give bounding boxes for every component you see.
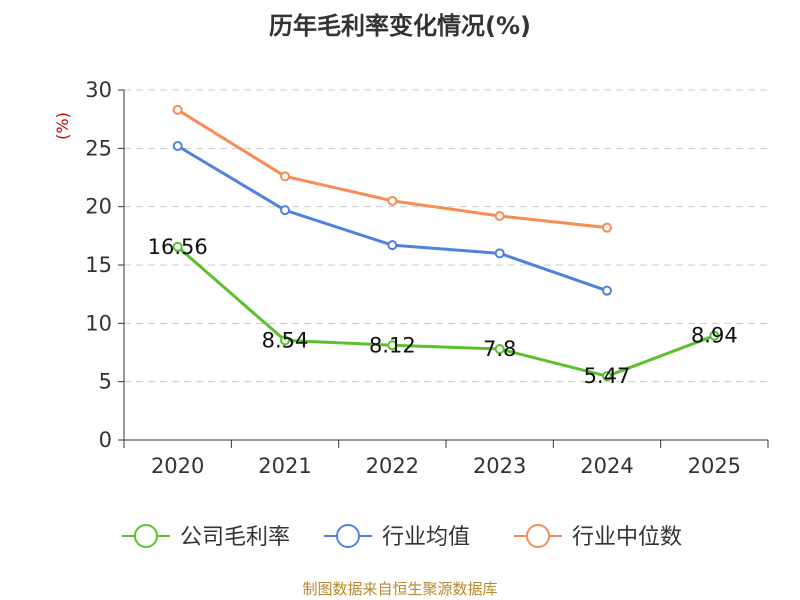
data-point	[280, 171, 290, 182]
y-tick-label: 0	[99, 428, 112, 452]
data-point	[494, 211, 505, 221]
x-tick-label: 2021	[258, 454, 311, 478]
y-tick-label: 5	[99, 370, 112, 394]
data-label: 7.8	[483, 337, 516, 361]
data-point	[494, 344, 505, 354]
data-labels: 16.56 8.54 8.12 7.8 5.47 8.94	[148, 235, 738, 388]
x-tick-label: 2025	[688, 454, 741, 478]
y-axis-unit-label: (%)	[53, 112, 72, 140]
legend-label-1: 行业均值	[382, 525, 470, 550]
series-line-1	[176, 144, 608, 293]
series-line-2	[176, 108, 608, 230]
data-point	[387, 240, 398, 251]
data-label: 8.12	[369, 333, 416, 357]
legend: 公司毛利率 行业均值 行业中位数	[122, 524, 682, 550]
data-point	[602, 371, 612, 382]
y-tick-label: 20	[85, 195, 112, 219]
x-tick-label: 2024	[580, 454, 633, 478]
y-tick-label: 25	[85, 136, 112, 160]
grid-lines	[124, 89, 768, 383]
data-point	[387, 195, 398, 206]
y-tick-label: 10	[85, 311, 112, 335]
series-layer	[172, 104, 720, 382]
data-point	[494, 248, 505, 259]
legend-label-0: 公司毛利率	[180, 525, 290, 550]
x-tick-label: 2020	[151, 454, 204, 478]
data-point	[602, 285, 612, 296]
data-point	[709, 330, 720, 341]
data-label: 5.47	[584, 364, 631, 388]
series-line-0	[176, 245, 715, 378]
source-note: 制图数据来自恒生聚源数据库	[302, 580, 498, 598]
data-label: 8.94	[691, 324, 738, 348]
legend-marker-1	[336, 524, 360, 548]
chart-title: 历年毛利率变化情况(%)	[269, 12, 531, 40]
data-label: 8.54	[262, 328, 309, 352]
y-tick-label: 15	[85, 253, 112, 277]
data-point	[172, 141, 183, 151]
data-label: 16.56	[148, 235, 208, 259]
data-point	[280, 205, 290, 216]
data-point	[602, 222, 612, 233]
data-point	[172, 104, 183, 115]
x-tick-label: 2022	[366, 454, 419, 478]
y-tick-label: 30	[85, 78, 112, 102]
legend-marker-0	[134, 524, 158, 548]
x-tick-label: 2023	[473, 454, 526, 478]
legend-marker-2	[526, 524, 550, 548]
data-point	[280, 335, 290, 346]
data-point	[387, 340, 398, 351]
data-point	[172, 241, 183, 252]
legend-label-2: 行业中位数	[572, 525, 682, 550]
